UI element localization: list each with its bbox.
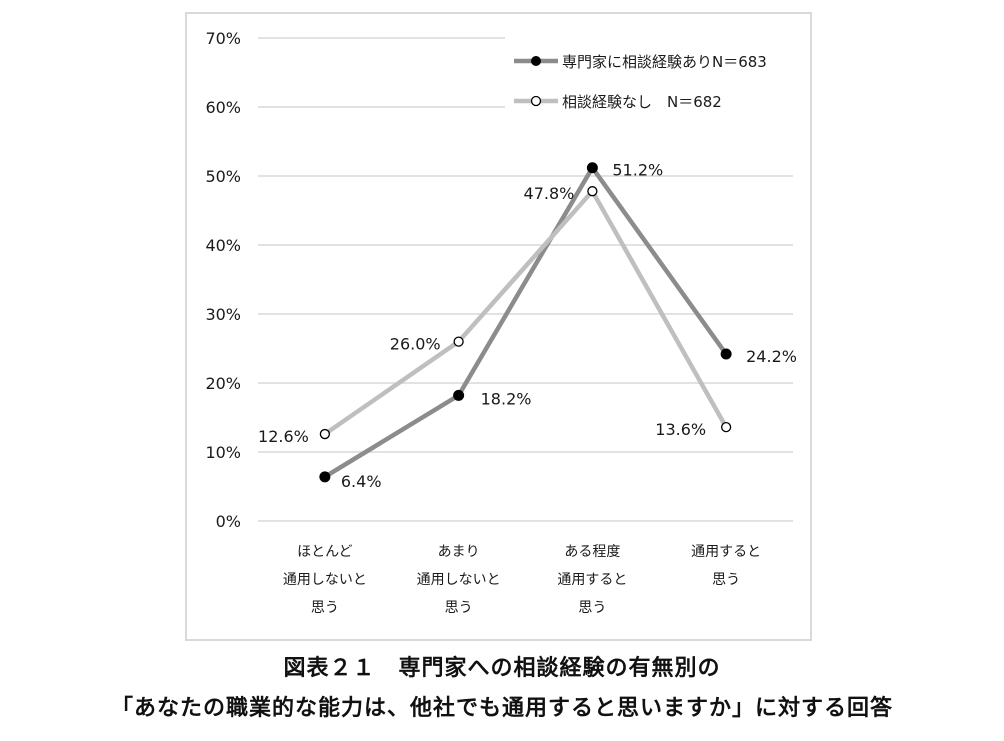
figure-caption-line1: 図表２１ 専門家への相談経験の有無別の [283,656,721,681]
series-line-2 [323,187,729,436]
series-line-1 [323,163,728,479]
x-category-label: 思う [578,600,606,616]
data-label: 51.2% [612,161,663,180]
y-tick-label: 30% [205,305,241,324]
data-marker-hollow [720,422,732,433]
y-tick-label: 10% [205,443,241,462]
data-label: 13.6% [655,420,706,439]
x-category-label: 思う [311,600,339,616]
legend-marker-filled-icon [531,56,541,66]
y-tick-label: 70% [205,29,241,48]
x-category-label: 通用すると [557,572,627,588]
figure-caption-line2: 「あなたの職業的な能力は、他社でも通用すると思いますか」に対する回答 [110,696,893,721]
data-marker-filled [453,389,465,401]
x-category-label: 通用しないと [283,572,367,588]
data-label: 6.4% [341,472,382,491]
y-tick-label: 50% [205,167,241,186]
data-marker-hollow [453,336,464,347]
legend-label: 専門家に相談経験ありN＝683 [562,53,767,71]
data-label: 12.6% [258,427,309,446]
x-category-label: ある程度 [564,544,620,560]
y-tick-label: 40% [205,236,241,255]
data-marker-filled [720,348,732,360]
y-tick-label: 60% [205,98,241,117]
x-category-label: 通用すると [691,544,761,560]
data-marker-filled [586,162,598,174]
data-label: 47.8% [524,184,575,203]
x-category-label: あまり [438,544,480,560]
data-label: 26.0% [390,335,441,354]
data-marker-filled [319,471,331,483]
data-marker-hollow [319,428,331,440]
y-tick-label: 0% [216,512,241,531]
data-label: 24.2% [746,347,797,366]
x-category-label: ほとんど [297,544,353,560]
legend-label: 相談経験なし N＝682 [562,93,722,111]
y-tick-label: 20% [205,374,241,393]
legend-marker-hollow-icon [530,95,542,107]
data-marker-hollow [587,186,598,197]
x-category-label: 思う [445,600,473,616]
data-label: 18.2% [481,389,532,408]
x-category-label: 思う [712,572,740,588]
x-category-label: 通用しないと [417,572,501,588]
